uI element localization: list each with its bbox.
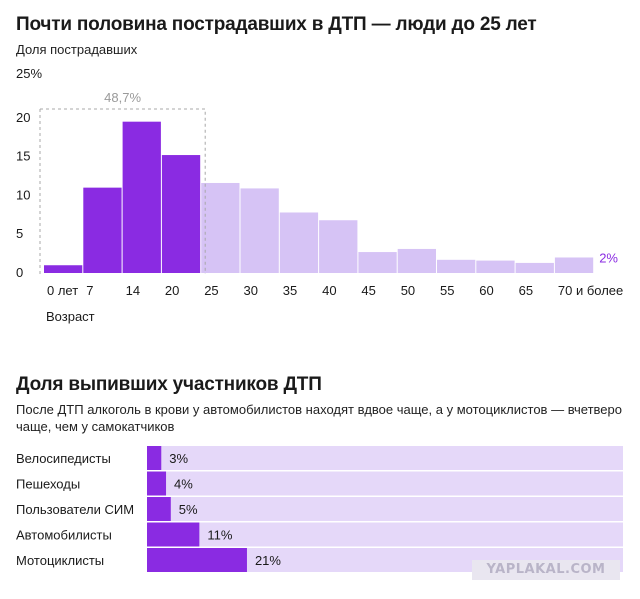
histogram-bar xyxy=(122,121,161,274)
y-tick-label: 15 xyxy=(16,149,30,164)
x-tick-label: 7 xyxy=(86,283,93,298)
bar-track xyxy=(147,497,623,521)
value-label: 3% xyxy=(169,451,188,466)
x-tick-label: 45 xyxy=(361,283,375,298)
x-tick-label: 60 xyxy=(479,283,493,298)
histogram-bar xyxy=(161,155,201,273)
category-bar xyxy=(147,522,200,547)
x-tick-label: 25 xyxy=(204,283,218,298)
category-label: Пешеходы xyxy=(16,477,80,492)
chart2-subtitle: После ДТП алкоголь в крови у автомобилис… xyxy=(16,402,622,434)
category-bar xyxy=(147,497,171,521)
histogram-bar xyxy=(240,188,279,273)
x-axis-label: Возраст xyxy=(46,309,95,324)
x-tick-label: 55 xyxy=(440,283,454,298)
histogram-bar xyxy=(358,252,397,273)
histogram-bar xyxy=(279,212,319,273)
category-bar xyxy=(147,446,162,470)
x-tick-label: 50 xyxy=(401,283,415,298)
bar-track xyxy=(147,522,623,547)
y-tick-label: 25% xyxy=(16,66,42,81)
histogram-bar xyxy=(44,265,83,273)
histogram-bar xyxy=(515,262,554,273)
bracket-outline xyxy=(40,108,206,274)
x-tick-label: 20 xyxy=(165,283,179,298)
x-tick-label: 0 лет xyxy=(47,283,78,298)
histogram-bar xyxy=(437,259,476,273)
chart2-title: Доля выпивших участников ДТП xyxy=(16,374,322,395)
value-label: 21% xyxy=(255,553,281,568)
watermark: YAPLAKAL.COM xyxy=(472,560,620,580)
value-label: 11% xyxy=(207,528,232,543)
histogram-bar xyxy=(554,257,594,273)
x-tick-label: 65 xyxy=(519,283,533,298)
x-tick-label: 30 xyxy=(244,283,258,298)
value-label: 5% xyxy=(179,502,198,517)
category-bar xyxy=(147,548,247,572)
bar-track xyxy=(147,446,623,470)
y-tick-label: 0 xyxy=(16,265,23,280)
bracket-annotation: 48,7% xyxy=(104,90,141,105)
category-bar xyxy=(147,471,167,496)
y-tick-label: 20 xyxy=(16,110,30,125)
histogram-bar xyxy=(476,260,515,273)
y-tick-label: 10 xyxy=(16,187,30,202)
histogram-chart: 0 5 10 15 20 25% 0 лет 7 14 20 25 30 35 40 45 50 55 60 65 7… xyxy=(16,66,623,324)
category-label: Пользователи СИМ xyxy=(16,502,134,517)
chart1-ylabel: Доля пострадавших xyxy=(16,42,138,57)
bar-track xyxy=(147,471,623,496)
category-label: Велосипедисты xyxy=(16,451,111,466)
chart1-title: Почти половина пострадавших в ДТП — люди… xyxy=(16,14,537,35)
x-tick-label: 14 xyxy=(126,283,140,298)
x-tick-label: 35 xyxy=(283,283,297,298)
category-label: Автомобилисты xyxy=(16,528,112,543)
value-label: 4% xyxy=(174,477,193,492)
category-label: Мотоциклисты xyxy=(16,553,104,568)
last-bar-annotation: 2% xyxy=(599,250,618,265)
x-tick-label: 70 и более xyxy=(558,283,623,298)
y-tick-label: 5 xyxy=(16,226,23,241)
x-tick-label: 40 xyxy=(322,283,336,298)
histogram-bar xyxy=(83,187,122,273)
histogram-bar xyxy=(319,220,358,273)
histogram-bar xyxy=(201,182,240,273)
histogram-bar xyxy=(397,248,436,273)
